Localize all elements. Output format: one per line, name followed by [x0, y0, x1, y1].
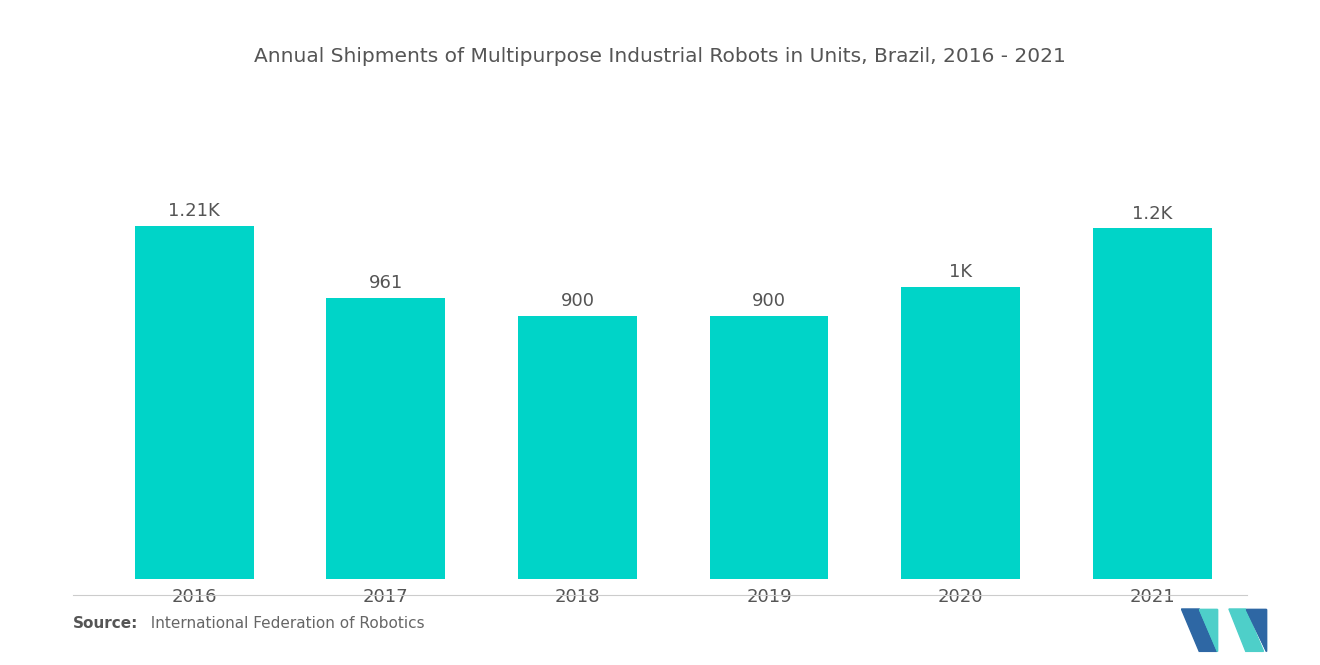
Bar	[517, 316, 636, 579]
Polygon shape	[1246, 609, 1266, 652]
Text: 1K: 1K	[949, 263, 973, 281]
Text: 1.2K: 1.2K	[1133, 205, 1172, 223]
Polygon shape	[1199, 609, 1217, 652]
Text: International Federation of Robotics: International Federation of Robotics	[141, 616, 425, 632]
Bar	[326, 298, 445, 579]
Text: 961: 961	[368, 275, 403, 293]
Polygon shape	[1229, 609, 1263, 652]
Text: Source:: Source:	[73, 616, 139, 632]
Bar	[710, 316, 829, 579]
Polygon shape	[1199, 609, 1217, 652]
Polygon shape	[1181, 609, 1217, 652]
Bar	[1093, 229, 1212, 579]
Text: 900: 900	[561, 292, 594, 310]
Text: Annual Shipments of Multipurpose Industrial Robots in Units, Brazil, 2016 - 2021: Annual Shipments of Multipurpose Industr…	[253, 47, 1067, 66]
Polygon shape	[1246, 609, 1266, 652]
Bar	[135, 225, 253, 579]
Bar	[902, 287, 1020, 579]
Text: 900: 900	[752, 292, 785, 310]
Text: 1.21K: 1.21K	[168, 201, 220, 219]
